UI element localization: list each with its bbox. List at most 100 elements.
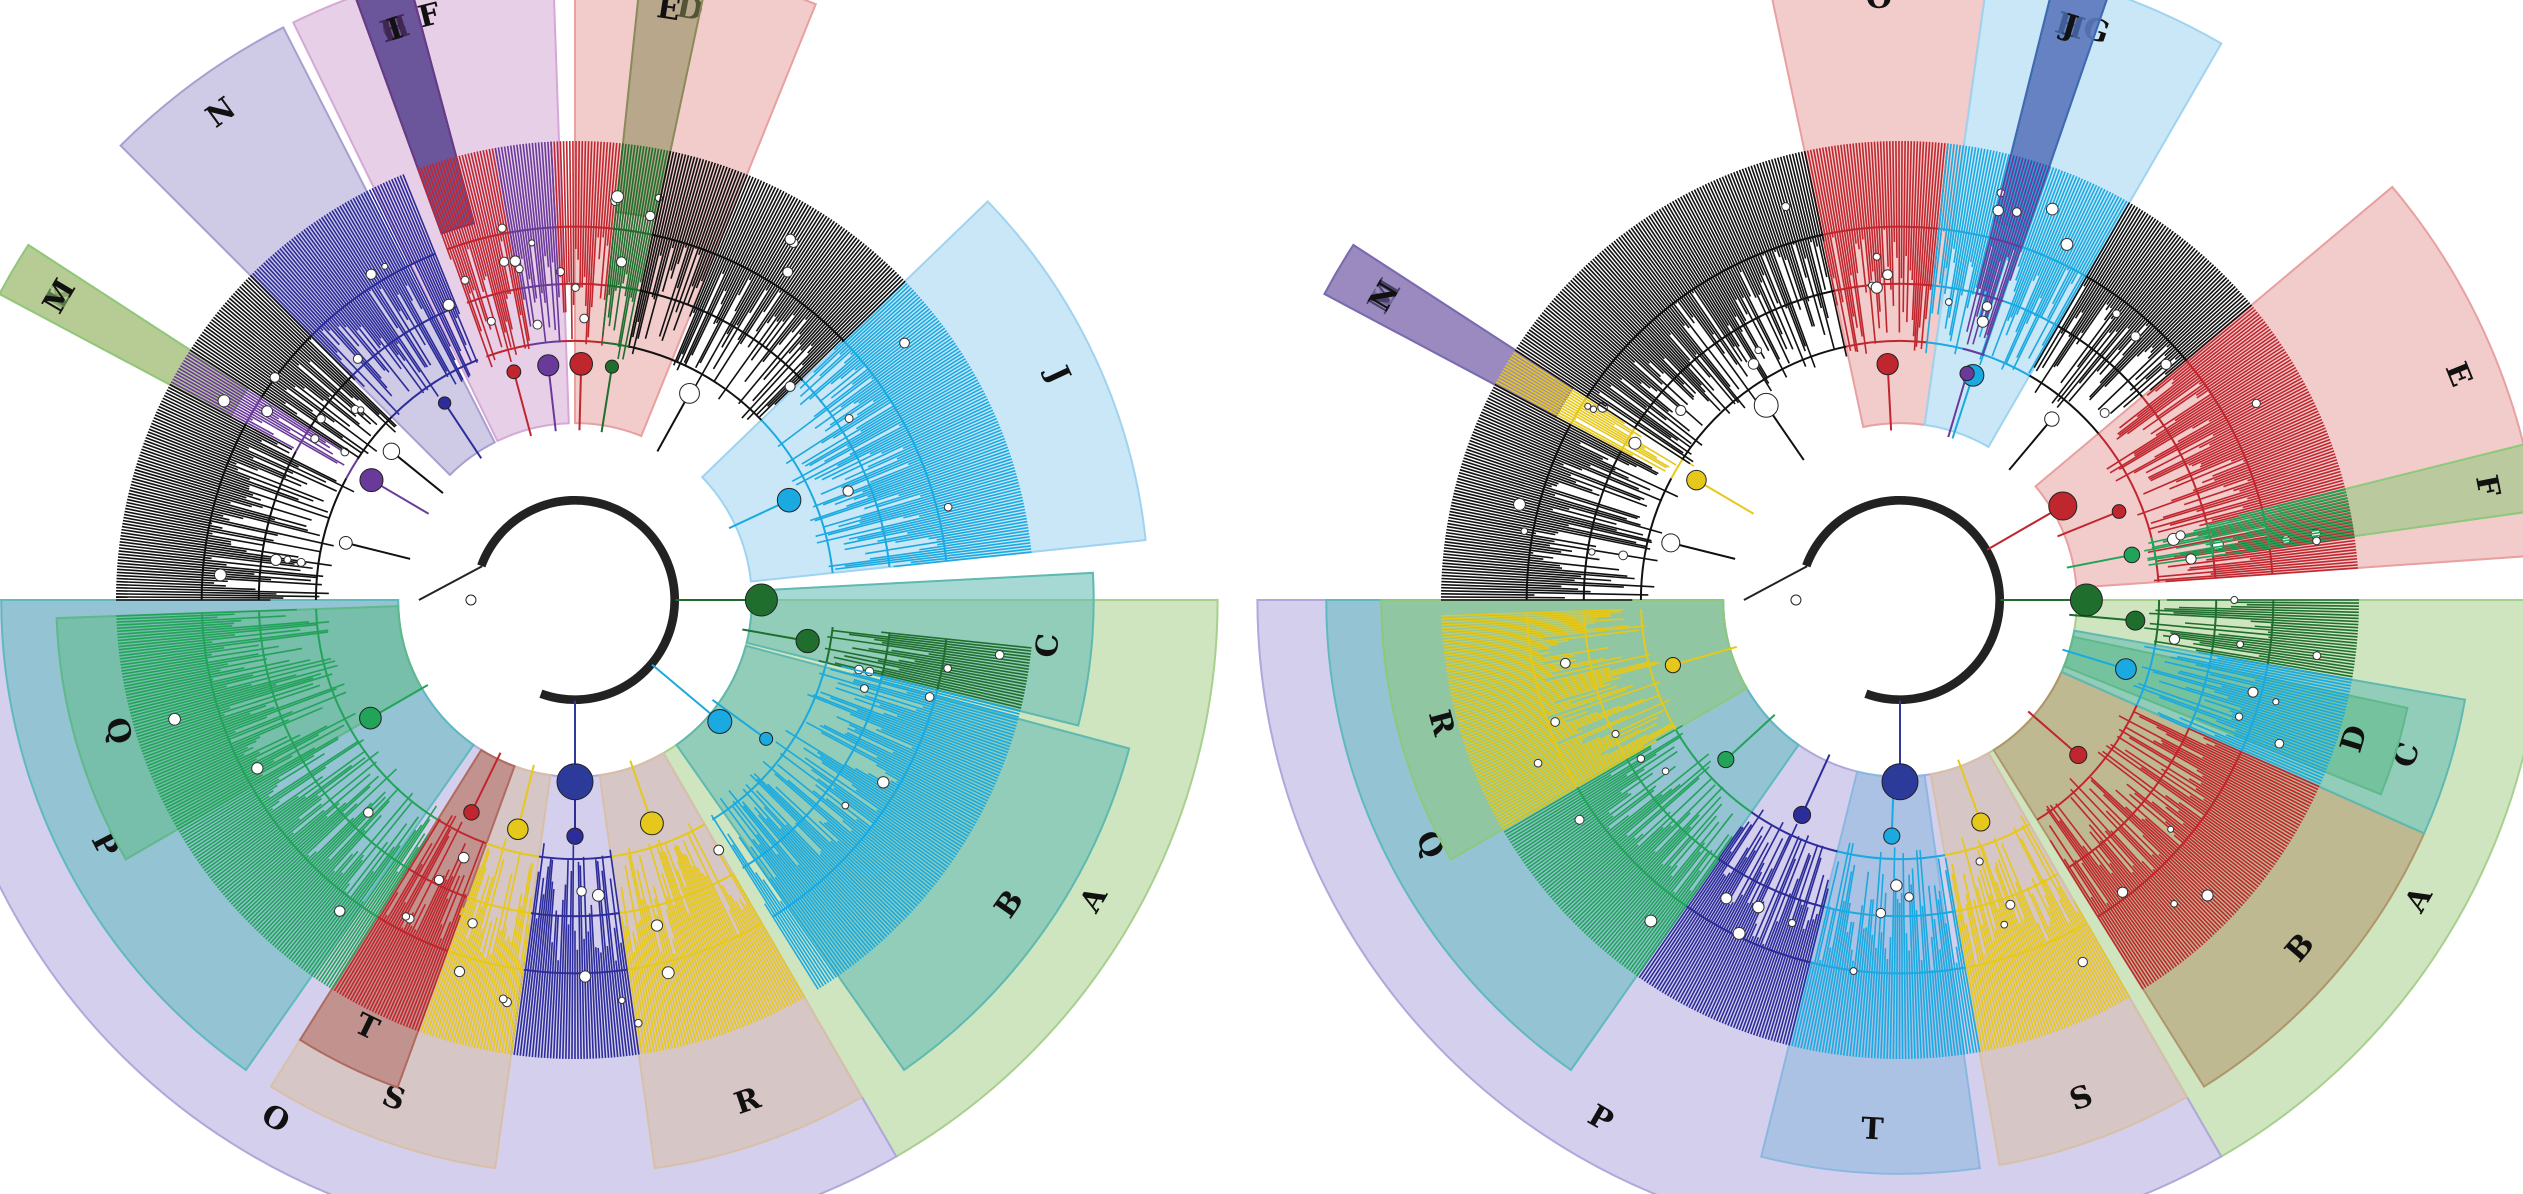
- leaf-branch: [644, 156, 696, 339]
- leaf-branch: [352, 197, 457, 385]
- leaf-branch: [2147, 279, 2230, 359]
- internal-arc: [618, 872, 734, 915]
- leaf-branch: [2212, 554, 2357, 571]
- leaf-branch: [2181, 743, 2310, 810]
- leaf-branch: [230, 802, 347, 905]
- leaf-branch: [1738, 169, 1807, 347]
- leaf-branch: [778, 217, 830, 294]
- leaf-branch: [756, 833, 857, 964]
- leaf-branch: [2115, 242, 2189, 333]
- leaf-branch: [1469, 711, 1598, 761]
- leaf-branch: [879, 704, 1010, 751]
- leaf-branch: [891, 358, 966, 406]
- leaf-branch: [1861, 934, 1874, 1058]
- leaf-branch: [651, 155, 690, 298]
- leaf-branch: [1509, 735, 1682, 844]
- leaf-branch: [188, 795, 270, 849]
- leaf-branch: [1666, 835, 1763, 997]
- support-node: [1550, 717, 1560, 727]
- leaf-branch: [829, 327, 946, 414]
- leaf-branch: [2066, 190, 2109, 271]
- leaf-branch: [729, 894, 789, 1007]
- support-node: [2230, 596, 2239, 605]
- leaf-branch: [163, 394, 337, 482]
- leaf-branch: [426, 850, 491, 1035]
- leaf-branch: [2195, 663, 2349, 699]
- leaf-branch: [135, 465, 312, 521]
- leaf-branch: [2227, 696, 2341, 732]
- leaf-branch: [2212, 430, 2328, 477]
- leaf-branch: [160, 735, 288, 798]
- leaf-branch: [1442, 556, 1563, 570]
- leaf-branch: [1585, 814, 1700, 936]
- leaf-branch: [2046, 805, 2168, 975]
- leaf-branch: [2106, 223, 2164, 306]
- leaf-branch: [507, 896, 533, 1055]
- leaf-branch: [1710, 901, 1765, 1019]
- leaf-branch: [281, 854, 365, 954]
- clade-node: [1876, 352, 1899, 376]
- clade-node: [776, 487, 802, 513]
- leaf-branch: [1913, 141, 1928, 351]
- support-node: [2046, 202, 2059, 216]
- leaf-branch: [838, 475, 1018, 528]
- leaf-branch: [162, 397, 355, 493]
- leaf-branch: [333, 208, 432, 366]
- leaf-branch: [399, 924, 443, 1025]
- leaf-branch: [2216, 719, 2330, 765]
- leaf-branch: [2070, 196, 2120, 285]
- support-node: [1975, 857, 1984, 866]
- leaf-branch: [590, 904, 601, 1059]
- leaf-branch: [288, 240, 410, 392]
- leaf-branch: [269, 870, 335, 944]
- leaf-branch: [2203, 798, 2285, 853]
- leaf-branch: [1521, 339, 1601, 394]
- leaf-branch: [1992, 939, 2023, 1043]
- leaf-branch: [1990, 155, 2016, 247]
- leaf-branch: [832, 355, 965, 439]
- leaf-branch: [652, 885, 698, 1043]
- leaf-branch: [826, 821, 920, 905]
- leaf-branch: [1640, 220, 1749, 377]
- leaf-branch: [883, 669, 1023, 703]
- root-node: [465, 594, 477, 606]
- leaf-branch: [687, 833, 776, 1014]
- leaf-branch: [2144, 272, 2223, 353]
- leaf-branch: [1788, 888, 1829, 1046]
- leaf-branch: [118, 547, 212, 560]
- support-node: [528, 239, 536, 247]
- leaf-branch: [2165, 733, 2311, 807]
- leaf-branch: [844, 763, 968, 840]
- leaf-branch: [1483, 405, 1679, 498]
- leaf-branch: [1933, 918, 1950, 1057]
- leaf-branch: [1773, 920, 1810, 1042]
- leaf-branch: [509, 145, 531, 280]
- leaf-branch: [1732, 835, 1810, 1029]
- leaf-branch: [936, 523, 1028, 541]
- leaf-branch: [659, 851, 724, 1035]
- leaf-branch: [864, 461, 1013, 510]
- leaf-branch: [1443, 629, 1639, 654]
- leaf-branch: [2175, 634, 2356, 660]
- leaf-branch: [821, 352, 963, 444]
- leaf-branch: [1526, 331, 1679, 442]
- leaf-branch: [710, 814, 822, 989]
- leaf-branch: [500, 146, 532, 327]
- support-node: [2167, 825, 2175, 833]
- leaf-branch: [1479, 414, 1651, 491]
- leaf-branch: [1986, 161, 2036, 318]
- leaf-branch: [2097, 751, 2265, 881]
- leaf-branch: [2150, 402, 2315, 482]
- internal-arc: [391, 358, 479, 418]
- leaf-branch: [2229, 709, 2336, 747]
- clade-label-t: T: [1860, 1111, 1885, 1147]
- leaf-branch: [1849, 143, 1868, 293]
- leaf-branch: [1465, 681, 1661, 750]
- internal-arc: [2029, 374, 2100, 435]
- support-node: [1560, 657, 1571, 669]
- leaf-branch: [2214, 734, 2323, 782]
- leaf-branch: [1727, 858, 1797, 1026]
- leaf-branch: [290, 891, 347, 962]
- support-node: [168, 712, 181, 726]
- leaf-branch: [1696, 838, 1784, 1013]
